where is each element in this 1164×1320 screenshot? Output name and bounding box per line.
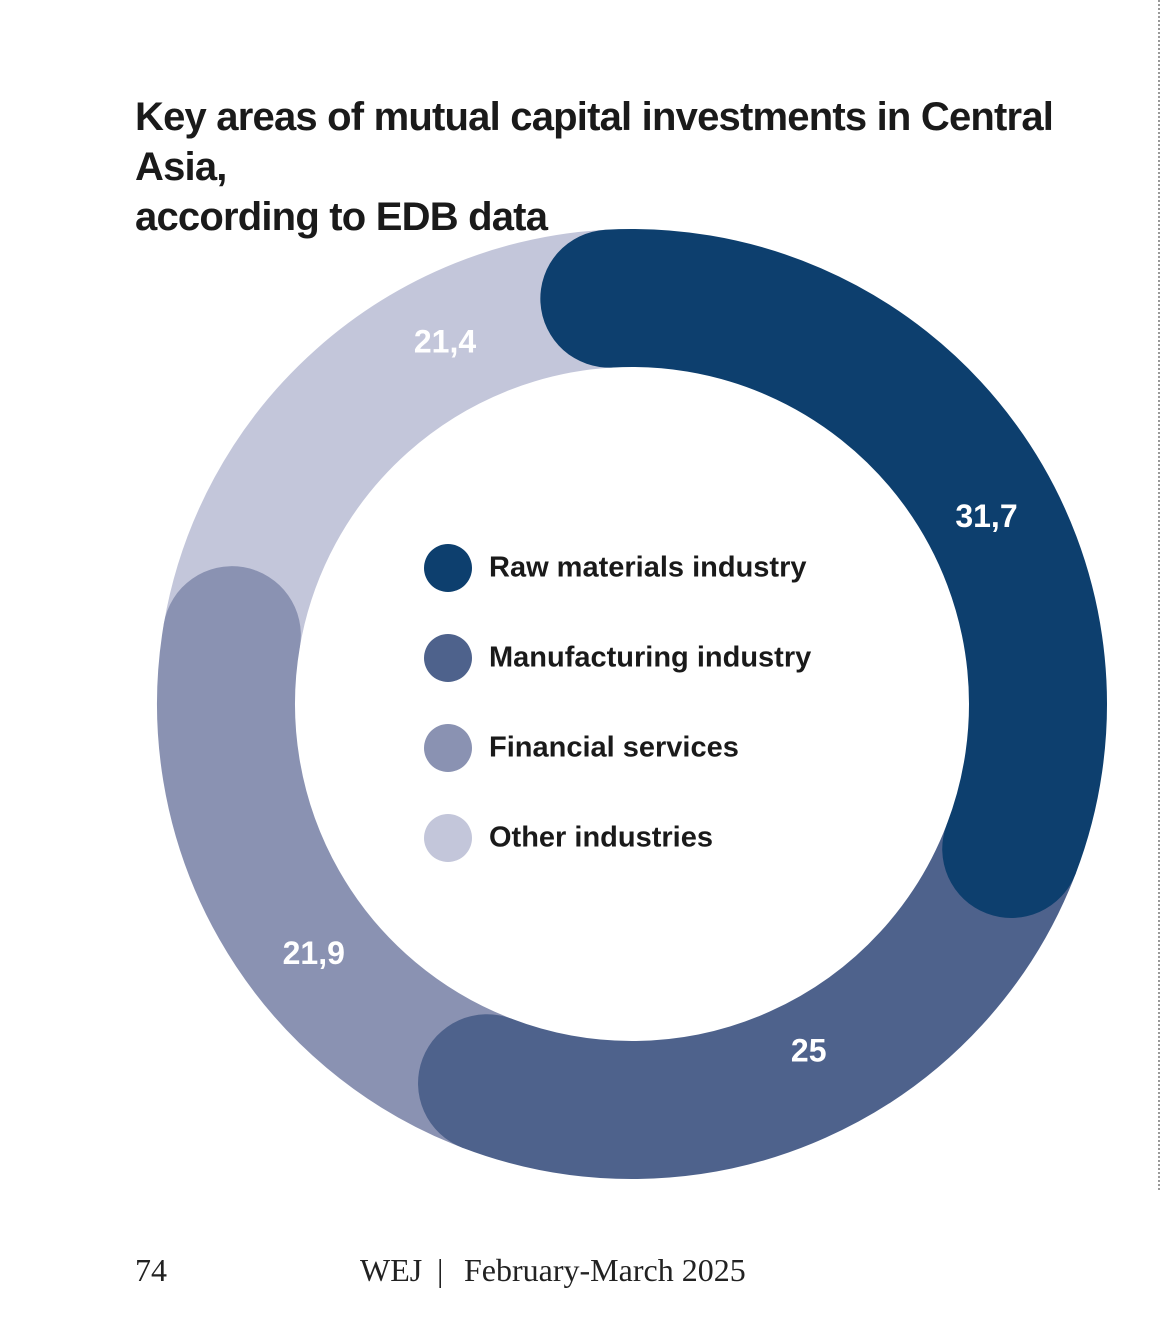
publication-name: WEJ bbox=[360, 1252, 423, 1288]
value-label-raw-materials: 31,7 bbox=[955, 498, 1017, 534]
legend-item-raw-materials: Raw materials industry bbox=[424, 544, 807, 592]
legend-item-manufacturing: Manufacturing industry bbox=[424, 634, 811, 682]
chart-title-line-2: according to EDB data bbox=[135, 195, 548, 239]
legend-swatch-raw-materials bbox=[424, 544, 472, 592]
legend-label-manufacturing: Manufacturing industry bbox=[489, 642, 811, 674]
legend-label-financial-services: Financial services bbox=[489, 732, 739, 764]
value-label-other-industries: 21,4 bbox=[414, 324, 476, 360]
chart-title: Key areas of mutual capital investments … bbox=[135, 92, 1135, 242]
legend-label-other-industries: Other industries bbox=[489, 822, 713, 854]
value-label-manufacturing: 25 bbox=[791, 1033, 827, 1069]
page-number: 74 bbox=[135, 1252, 167, 1288]
legend-swatch-manufacturing bbox=[424, 634, 472, 682]
donut-segment-raw-materials bbox=[540, 229, 1107, 918]
legend-item-other-industries: Other industries bbox=[424, 814, 713, 862]
page-footer: 74 WEJ | February-March 2025 bbox=[0, 1252, 1164, 1292]
legend-label-raw-materials: Raw materials industry bbox=[489, 552, 807, 584]
legend-swatch-financial-services bbox=[424, 724, 472, 772]
page-edge-rule bbox=[1158, 0, 1160, 1190]
legend-item-financial-services: Financial services bbox=[424, 724, 739, 772]
donut-segment-manufacturing bbox=[418, 779, 1081, 1179]
footer-separator: | bbox=[437, 1252, 444, 1288]
issue-date: February-March 2025 bbox=[464, 1252, 746, 1288]
chart-title-line-1: Key areas of mutual capital investments … bbox=[135, 95, 1054, 189]
value-label-financial-services: 21,9 bbox=[283, 935, 345, 971]
donut-segment-financial-services bbox=[157, 566, 557, 1153]
legend-swatch-other-industries bbox=[424, 814, 472, 862]
donut-segment-other-industries bbox=[162, 229, 679, 705]
